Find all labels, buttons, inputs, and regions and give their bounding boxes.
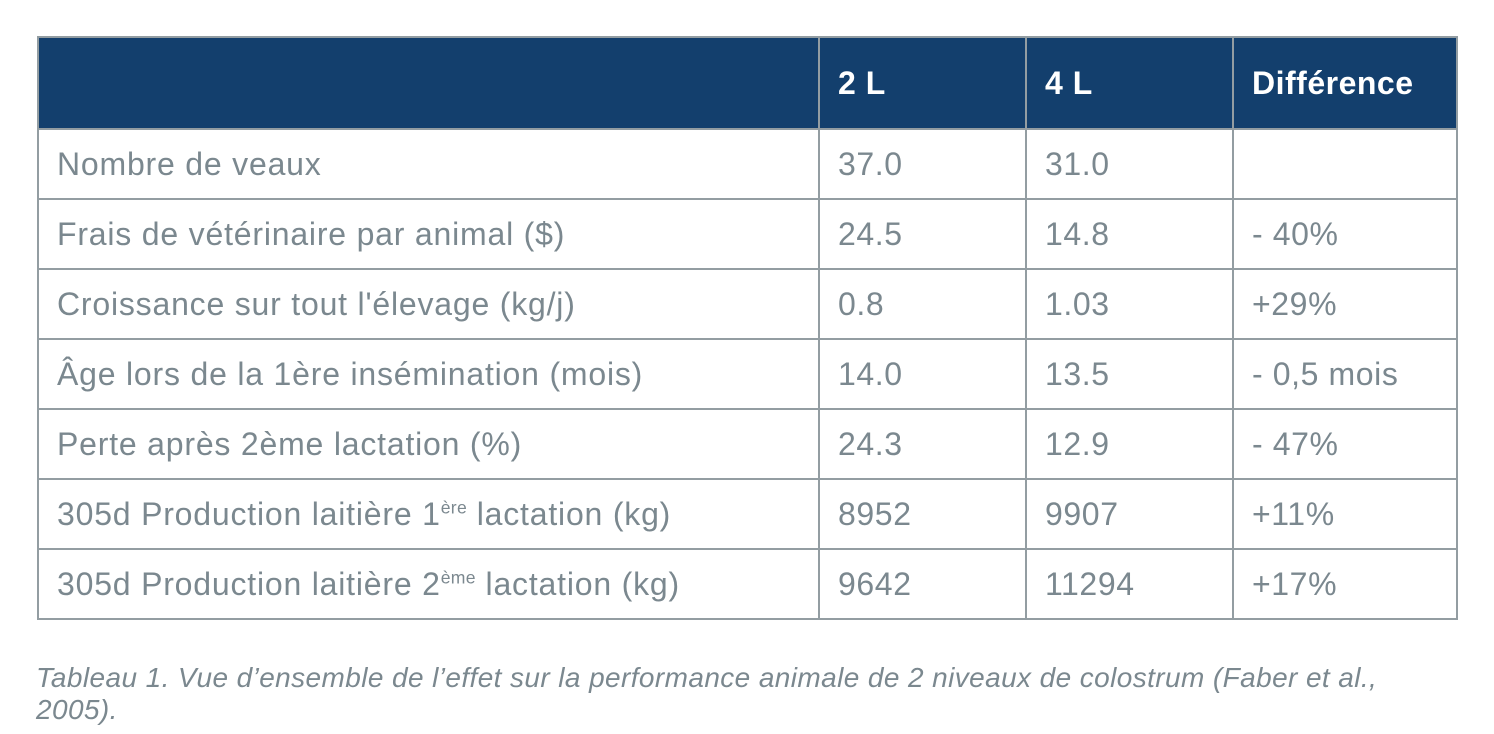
header-cell-empty	[37, 36, 820, 130]
cell-row-label: Perte après 2ème lactation (%)	[37, 408, 820, 480]
header-cell-difference: Différence	[1232, 36, 1458, 130]
header-row: 2 L 4 L Différence	[37, 36, 1458, 130]
label-text: 305d Production laitière 2	[57, 565, 441, 602]
table-row: 305d Production laitière 2ème lactation …	[37, 548, 1458, 620]
ordinal-superscript: ère	[440, 496, 468, 517]
cell-row-label: Âge lors de la 1ère insémination (mois)	[37, 338, 820, 410]
table-row: Âge lors de la 1ère insémination (mois) 1…	[37, 338, 1458, 410]
table-row: Perte après 2ème lactation (%) 24.3 12.9- …	[37, 408, 1458, 480]
cell-value-2l: 24.3	[818, 408, 1027, 480]
cell-value-4l: 11294	[1025, 548, 1234, 620]
cell-value-4l: 9907	[1025, 478, 1234, 550]
cell-value-4l: 31.0	[1025, 128, 1234, 200]
table-body: Nombre de veaux 37.0 31.0 Frais de vétérina…	[37, 128, 1458, 620]
cell-value-4l: 14.8	[1025, 198, 1234, 270]
cell-row-label: 305d Production laitière 1ère lactation …	[37, 478, 820, 550]
cell-value-4l: 1.03	[1025, 268, 1234, 340]
label-text: lactation (kg)	[475, 565, 680, 602]
table-header: 2 L 4 L Différence	[37, 36, 1458, 130]
cell-value-difference: - 0,5 mois	[1232, 338, 1458, 410]
cell-value-4l: 12.9	[1025, 408, 1234, 480]
cell-value-2l: 8952	[818, 478, 1027, 550]
header-cell-4l: 4 L	[1025, 36, 1234, 130]
cell-value-2l: 9642	[818, 548, 1027, 620]
cell-row-label: Frais de vétérinaire par animal ($)	[37, 198, 820, 270]
table-caption: Tableau 1. Vue d’ensemble de l’effet sur…	[36, 662, 1378, 725]
cell-value-2l: 14.0	[818, 338, 1027, 410]
cell-value-difference: - 40%	[1232, 198, 1458, 270]
cell-value-2l: 0.8	[818, 268, 1027, 340]
table-row: Frais de vétérinaire par animal ($) 24.5 1…	[37, 198, 1458, 270]
cell-value-difference: +11%	[1232, 478, 1458, 550]
cell-row-label: 305d Production laitière 2ème lactation …	[37, 548, 820, 620]
label-text: lactation (kg)	[467, 495, 672, 532]
table-row: 305d Production laitière 1ère lactation …	[37, 478, 1458, 550]
cell-row-label: Nombre de veaux	[37, 128, 820, 200]
cell-value-4l: 13.5	[1025, 338, 1234, 410]
cell-value-difference: - 47%	[1232, 408, 1458, 480]
cell-value-2l: 37.0	[818, 128, 1027, 200]
cell-row-label: Croissance sur tout l'élevage (kg/j)	[37, 268, 820, 340]
label-text: 305d Production laitière 1	[57, 495, 441, 532]
header-cell-2l: 2 L	[818, 36, 1027, 130]
cell-value-difference: +17%	[1232, 548, 1458, 620]
ordinal-superscript: ème	[440, 566, 476, 587]
cell-value-difference	[1232, 128, 1458, 200]
table-row: Croissance sur tout l'élevage (kg/j) 0.8 1…	[37, 268, 1458, 340]
table-row: Nombre de veaux 37.0 31.0	[37, 128, 1458, 200]
cell-value-2l: 24.5	[818, 198, 1027, 270]
cell-value-difference: +29%	[1232, 268, 1458, 340]
colostrum-performance-table: 2 L 4 L Différence Nombre de veaux 37.0 31…	[37, 36, 1458, 620]
